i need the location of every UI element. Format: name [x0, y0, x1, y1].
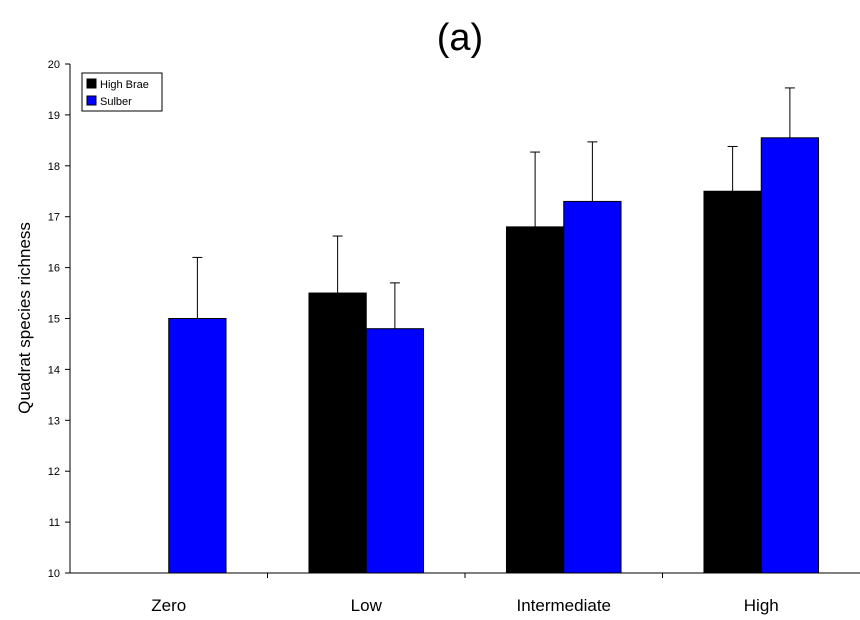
y-tick-label: 15 — [48, 314, 60, 326]
bar — [365, 328, 425, 574]
y-tick-label: 10 — [48, 568, 60, 580]
bar — [563, 200, 622, 574]
y-tick-label: 12 — [48, 466, 60, 478]
axes: 10 11 12 13 14 15 16 17 18 19 20 Zero Low Intermediat… — [48, 59, 860, 615]
bar — [308, 292, 367, 574]
x-tick-label: Zero — [151, 596, 186, 615]
legend-swatch — [86, 78, 97, 89]
y-tick-label: 17 — [48, 212, 60, 224]
y-tick-label: 20 — [48, 59, 60, 71]
bars — [168, 137, 820, 574]
x-tick-label: High — [744, 596, 779, 615]
legend-label: High Brae — [100, 79, 149, 91]
y-tick-label: 18 — [48, 161, 60, 173]
error-bars — [192, 87, 795, 329]
legend: High Brae Sulber — [81, 72, 163, 112]
x-tick-label: Intermediate — [517, 596, 612, 615]
bar — [505, 226, 565, 574]
bar — [760, 137, 820, 574]
bar — [703, 190, 762, 574]
legend-swatch — [86, 95, 97, 106]
y-tick-label: 14 — [48, 364, 60, 376]
legend-label: Sulber — [100, 96, 132, 108]
bar — [168, 318, 227, 574]
y-tick-label: 19 — [48, 110, 60, 122]
y-tick-label: 13 — [48, 415, 60, 427]
y-tick-label: 11 — [49, 517, 60, 529]
y-tick-label: 16 — [48, 263, 60, 275]
y-axis-label: Quadrat species richness — [15, 222, 34, 414]
x-tick-label: Low — [351, 596, 383, 615]
chart-title: (a) — [437, 17, 483, 59]
